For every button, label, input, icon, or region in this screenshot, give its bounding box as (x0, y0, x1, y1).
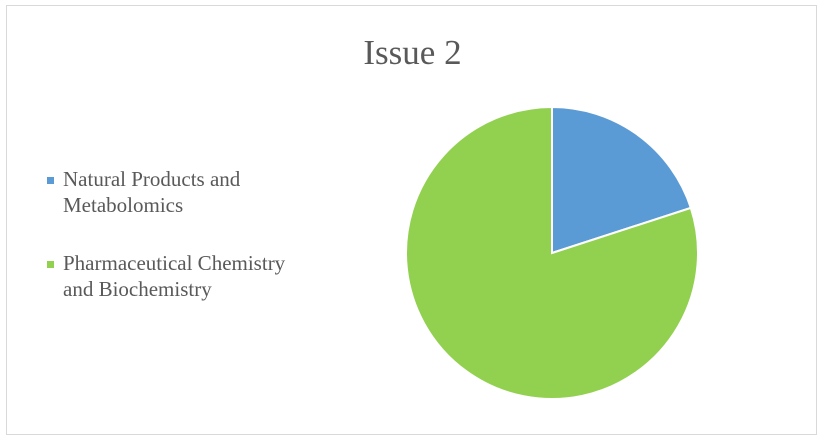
chart-legend: Natural Products and Metabolomics Pharma… (47, 166, 287, 334)
legend-swatch-natural-products (47, 177, 54, 184)
legend-item-pharmaceutical-chemistry: Pharmaceutical Chemistry and Biochemistr… (47, 250, 287, 302)
legend-item-natural-products: Natural Products and Metabolomics (47, 166, 287, 218)
pie-slice-pharmaceutical-chemistry (405, 105, 699, 400)
pie-chart (405, 105, 699, 400)
chart-title: Issue 2 (363, 33, 462, 72)
legend-swatch-pharmaceutical-chemistry (47, 261, 54, 268)
chart-area: Issue 2 Natural Products and Metabolomic… (6, 5, 817, 435)
legend-label-pharmaceutical-chemistry: Pharmaceutical Chemistry and Biochemistr… (63, 251, 286, 301)
pie-slice-natural-products (551, 105, 693, 255)
legend-label-natural-products: Natural Products and Metabolomics (63, 167, 241, 217)
